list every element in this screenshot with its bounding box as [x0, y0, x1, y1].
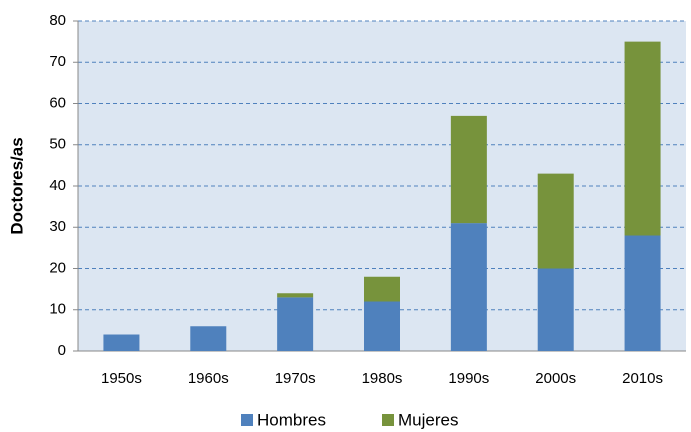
x-tick-label: 2010s — [622, 370, 663, 387]
bar-segment — [103, 334, 140, 351]
x-tick-label: 1990s — [448, 370, 489, 387]
y-tick-label: 0 — [58, 342, 66, 359]
bar-segment — [450, 115, 487, 224]
y-axis-label: Doctores/as — [7, 137, 26, 234]
bar-segment — [277, 293, 314, 298]
bar-segment — [537, 268, 574, 351]
y-tick-label: 40 — [49, 177, 66, 194]
bar-segment — [624, 41, 661, 236]
bar-segment — [190, 326, 227, 351]
x-tick-label: 1980s — [362, 370, 403, 387]
y-tick-label: 80 — [49, 12, 66, 29]
y-tick-label: 50 — [49, 136, 66, 153]
legend-swatch — [241, 414, 253, 426]
bar-segment — [624, 235, 661, 351]
bar-segment — [277, 297, 314, 351]
y-tick-label: 30 — [49, 218, 66, 235]
legend-label: Mujeres — [398, 410, 458, 429]
legend-swatch — [382, 414, 394, 426]
bar-segment — [450, 223, 487, 351]
x-tick-label: 2000s — [535, 370, 576, 387]
bar-segment — [364, 301, 400, 351]
y-tick-label: 70 — [49, 53, 66, 70]
x-tick-label: 1970s — [275, 370, 316, 387]
x-tick-label: 1950s — [101, 370, 142, 387]
legend-label: Hombres — [257, 410, 326, 429]
y-tick-label: 20 — [49, 259, 66, 276]
bar-segment — [364, 276, 400, 302]
x-tick-label: 1960s — [188, 370, 229, 387]
y-tick-label: 60 — [49, 94, 66, 111]
y-tick-label: 10 — [49, 301, 66, 318]
bar-segment — [537, 173, 574, 269]
